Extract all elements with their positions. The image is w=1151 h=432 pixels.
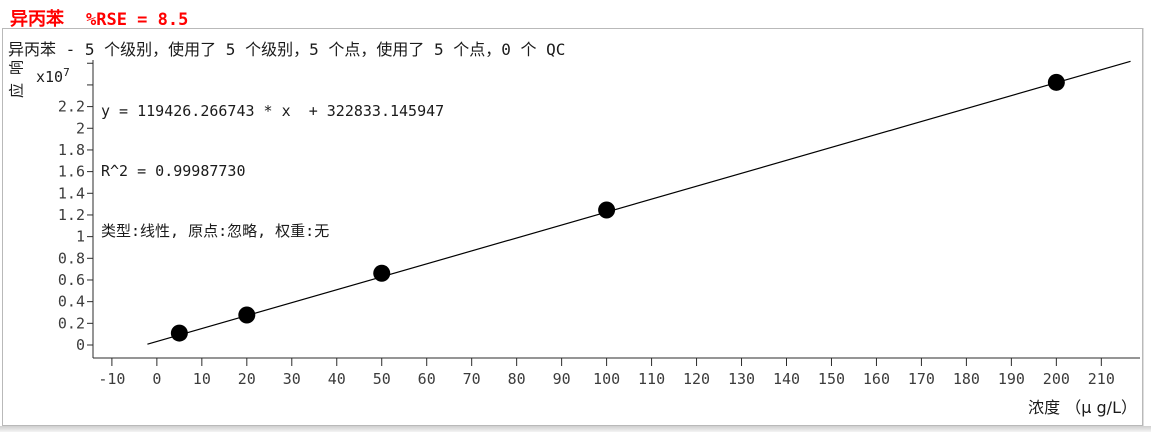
y-tick-label: 1.8 (58, 141, 85, 159)
x-tick-label: 150 (818, 370, 845, 388)
x-tick-label: 100 (593, 370, 620, 388)
x-tick-label: 120 (683, 370, 710, 388)
panel-bottom-edge (0, 426, 1151, 432)
x-tick-label: -10 (98, 370, 125, 388)
x-tick-label: 90 (553, 370, 571, 388)
x-tick-label: 10 (193, 370, 211, 388)
calibration-point[interactable] (170, 324, 188, 342)
y-tick-label: 1 (76, 228, 85, 246)
x-tick-label: 210 (1088, 370, 1115, 388)
x-tick-label: 190 (998, 370, 1025, 388)
x-tick-label: 30 (283, 370, 301, 388)
x-tick-label: 200 (1043, 370, 1070, 388)
calibration-point[interactable] (238, 306, 256, 324)
fit-r2: R^2 = 0.99987730 (101, 162, 246, 180)
x-tick-label: 140 (773, 370, 800, 388)
chart-panel (2, 28, 1143, 426)
x-tick-label: 40 (328, 370, 346, 388)
x-tick-label: 50 (373, 370, 391, 388)
x-tick-label: 160 (863, 370, 890, 388)
fit-line (147, 60, 1131, 345)
x-tick-label: 80 (508, 370, 526, 388)
y-axis-multiplier: x107 (36, 66, 70, 86)
page-title: 异丙苯 %RSE = 8.5 (10, 5, 188, 31)
x-tick-label: 180 (953, 370, 980, 388)
y-tick-label: 1.2 (58, 206, 85, 224)
compound-name: 异丙苯 (10, 9, 64, 30)
fit-equation: y = 119426.266743 * x + 322833.145947 (101, 102, 445, 120)
y-tick-label: 1.4 (58, 184, 85, 202)
y-tick-label: 0 (76, 336, 85, 354)
y-tick-label: 2.2 (58, 98, 85, 116)
y-tick-label: 2 (76, 119, 85, 137)
x-tick-label: 0 (152, 370, 161, 388)
calibration-point[interactable] (598, 201, 616, 219)
y-tick-label: 0.2 (58, 314, 85, 332)
x-axis-unit-label: 浓度 （μ g/L） (1028, 398, 1137, 417)
calibration-point[interactable] (373, 264, 391, 282)
calibration-point[interactable] (1047, 73, 1065, 91)
x-tick-label: 70 (463, 370, 481, 388)
x-tick-label: 110 (638, 370, 665, 388)
y-tick-label: 0.4 (58, 293, 85, 311)
x-tick-label: 20 (238, 370, 256, 388)
y-tick-label: 1.6 (58, 163, 85, 181)
y-axis-title: 响 应 (7, 60, 26, 99)
x-tick-label: 130 (728, 370, 755, 388)
fit-stats-block: y = 119426.266743 * x + 322833.145947 R^… (101, 61, 444, 261)
chart-subtitle: 异丙苯 - 5 个级别，使用了 5 个级别，5 个点，使用了 5 个点，0 个 … (8, 40, 566, 59)
rse-value: %RSE = 8.5 (86, 10, 189, 30)
x-tick-label: 170 (908, 370, 935, 388)
y-tick-label: 0.6 (58, 271, 85, 289)
x-tick-label: 60 (418, 370, 436, 388)
fit-type: 类型:线性, 原点:忽略, 权重:无 (101, 222, 330, 240)
y-tick-label: 0.8 (58, 249, 85, 267)
